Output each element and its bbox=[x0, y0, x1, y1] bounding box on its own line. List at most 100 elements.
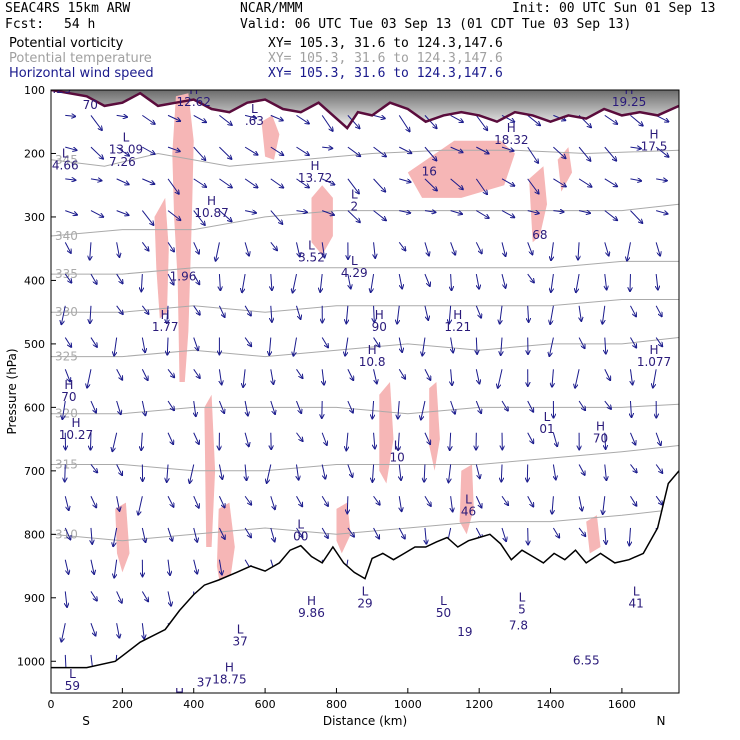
wind-vector bbox=[90, 559, 94, 574]
wind-vector bbox=[399, 178, 410, 182]
wind-vector bbox=[219, 146, 231, 159]
theta-line bbox=[51, 149, 679, 167]
wind-vector bbox=[501, 242, 505, 256]
field-xy-pv: XY= 105.3, 31.6 to 124.3,147.6 bbox=[268, 36, 503, 51]
extremum-value: 68 bbox=[532, 228, 547, 242]
wind-vector bbox=[296, 369, 302, 378]
wind-vector bbox=[142, 178, 154, 184]
wind-vector bbox=[527, 211, 539, 214]
wind-vector bbox=[374, 432, 375, 449]
wind-vector bbox=[167, 210, 180, 221]
extremum-value: 3.52 bbox=[298, 250, 325, 264]
wind-vector bbox=[90, 464, 97, 472]
wind-vector bbox=[451, 337, 453, 353]
wind-vector bbox=[398, 527, 405, 539]
y-tick-label: 600 bbox=[24, 401, 45, 414]
wind-vector bbox=[371, 273, 375, 292]
wind-vector bbox=[653, 369, 657, 387]
high-marker: H bbox=[71, 416, 80, 430]
wind-vector bbox=[90, 305, 91, 323]
wind-vector bbox=[296, 178, 308, 188]
wind-vector bbox=[218, 400, 224, 413]
extremum-value: 16 bbox=[422, 165, 437, 179]
wind-vector bbox=[271, 305, 272, 322]
hl-annotations: L0.2970H12.62L.63H19.25L13.097.26L4.66H1… bbox=[51, 90, 671, 719]
wind-vector bbox=[219, 178, 231, 188]
wind-vector bbox=[141, 242, 148, 250]
wind-vector bbox=[244, 337, 251, 347]
extremum-value: 10 bbox=[389, 450, 404, 464]
high-marker: H bbox=[57, 705, 66, 719]
x-tick-label: 1600 bbox=[608, 698, 636, 711]
wind-vector bbox=[193, 178, 206, 187]
wind-vector bbox=[219, 274, 220, 290]
theta-label: 340 bbox=[55, 229, 78, 243]
wind-vector bbox=[270, 242, 277, 250]
wind-vector bbox=[116, 146, 129, 156]
wind-vector bbox=[656, 179, 667, 181]
wind-vector bbox=[116, 242, 120, 257]
wind-vector bbox=[90, 591, 97, 600]
extremum-value: 37 bbox=[232, 634, 247, 648]
wind-vector bbox=[167, 432, 173, 444]
wind-vector bbox=[373, 369, 377, 383]
wind-vector bbox=[321, 464, 325, 478]
wind-vector bbox=[424, 178, 437, 191]
wind-vector bbox=[501, 273, 505, 288]
wind-vector bbox=[347, 400, 353, 413]
wind-vector bbox=[296, 114, 308, 123]
wind-vector bbox=[244, 400, 248, 415]
high-marker: H bbox=[596, 419, 605, 433]
wind-vector bbox=[193, 337, 198, 351]
wind-vector bbox=[553, 464, 555, 479]
wind-vector bbox=[578, 178, 591, 187]
extremum-value: 70 bbox=[61, 390, 76, 404]
low-marker: L bbox=[465, 492, 472, 506]
wind-vector bbox=[271, 369, 274, 384]
wind-vector bbox=[655, 305, 662, 316]
low-marker: L bbox=[362, 584, 369, 598]
wind-vector bbox=[116, 464, 122, 475]
wind-vector bbox=[193, 432, 199, 444]
wind-vector bbox=[167, 527, 172, 541]
wind-vector bbox=[216, 242, 220, 260]
extremum-value: 10.8 bbox=[359, 355, 386, 369]
wind-vector bbox=[270, 496, 275, 509]
extremum-value: 01 bbox=[539, 422, 554, 436]
valid-time: Valid: 06 UTC Tue 03 Sep 13 (01 CDT Tue … bbox=[240, 17, 632, 32]
wind-vector bbox=[114, 559, 116, 578]
wind-vector bbox=[424, 464, 425, 481]
wind-vector bbox=[141, 432, 142, 450]
wind-vector bbox=[528, 305, 529, 322]
wind-vector bbox=[322, 147, 332, 148]
wind-vector bbox=[450, 400, 455, 414]
wind-vector bbox=[296, 305, 300, 319]
wind-vector bbox=[116, 178, 129, 185]
wind-vector bbox=[630, 337, 636, 348]
wind-vector bbox=[116, 115, 127, 117]
pv-region bbox=[459, 464, 474, 535]
wind-vector bbox=[142, 623, 144, 638]
wind-vector bbox=[475, 273, 479, 289]
extremum-value: 17.5 bbox=[641, 139, 668, 153]
wind-vector bbox=[90, 210, 103, 217]
wind-vector bbox=[193, 368, 200, 378]
wind-vector bbox=[167, 242, 174, 251]
wind-vector bbox=[373, 210, 386, 221]
field-name-wind: Horizontal wind speed bbox=[9, 66, 154, 81]
wind-vector bbox=[527, 400, 533, 412]
wind-vector bbox=[320, 274, 322, 292]
wind-vector bbox=[604, 400, 611, 409]
wind-vector bbox=[244, 178, 257, 188]
wind-vector bbox=[65, 115, 75, 116]
wind-vector bbox=[193, 114, 206, 122]
wind-vector bbox=[64, 273, 71, 283]
extremum-value: 9.86 bbox=[298, 606, 325, 620]
low-marker: L bbox=[251, 102, 258, 116]
wind-vector bbox=[605, 337, 606, 354]
wind-vector bbox=[61, 623, 66, 641]
extremum-value: 19 bbox=[457, 625, 472, 639]
wind-vector bbox=[425, 527, 426, 544]
wind-vector bbox=[87, 369, 92, 387]
wind-vector bbox=[245, 464, 246, 480]
